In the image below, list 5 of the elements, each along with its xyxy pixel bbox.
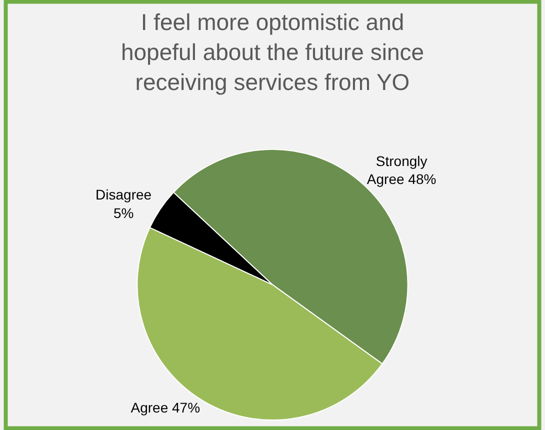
slice-label: Strongly Agree 48% (366, 152, 436, 188)
slice-label: Agree 47% (130, 399, 200, 416)
slice-label: Disagree (96, 186, 152, 203)
data-label: 5% (113, 204, 134, 221)
chart-title: I feel more optomistic and hopeful about the future since receiving services from YO (120, 9, 424, 95)
